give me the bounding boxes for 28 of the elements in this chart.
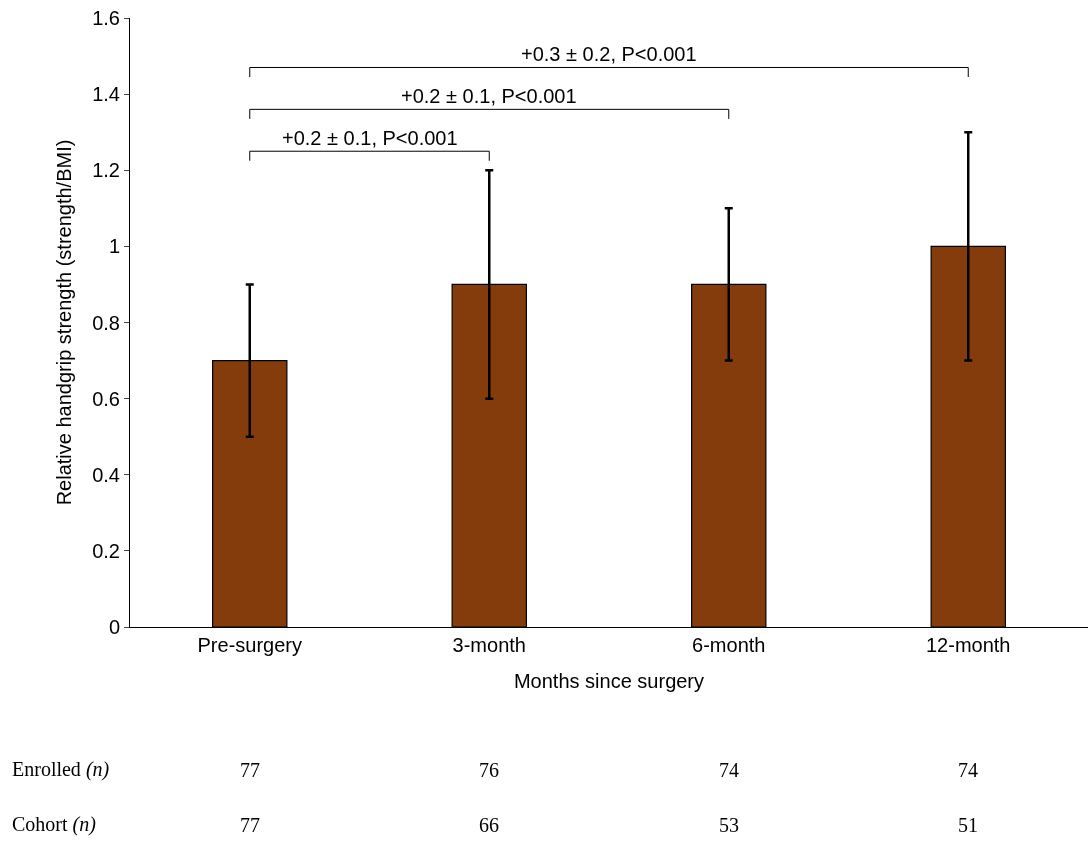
text: 74 <box>719 759 739 781</box>
text: 77 <box>240 814 260 836</box>
text: Cohort (n) <box>12 813 97 836</box>
annotation: +0.3 ± 0.2, P<0.001 <box>521 43 697 65</box>
text: 66 <box>479 814 499 836</box>
text: 51 <box>958 814 978 836</box>
y-tick-label: 1.6 <box>92 7 120 29</box>
y-axis-title: Relative handgrip strength (strength/BMI) <box>52 139 75 506</box>
annotation: +0.2 ± 0.1, P<0.001 <box>401 85 577 107</box>
y-tick-label: 1.2 <box>92 159 120 182</box>
text: Enrolled (n) <box>12 758 110 781</box>
x-tick-label: 12-month <box>926 634 1011 656</box>
y-tick-label: 0.6 <box>92 387 120 410</box>
y-tick-label: 1.4 <box>92 83 120 106</box>
text: 53 <box>719 814 739 836</box>
y-tick-label: 0.8 <box>92 311 120 334</box>
text: 74 <box>958 759 978 781</box>
y-tick-label: 0.2 <box>92 539 120 562</box>
text: 77 <box>240 759 260 781</box>
annotation: +0.2 ± 0.1, P<0.001 <box>282 127 458 149</box>
y-tick-label: 0 <box>108 616 120 638</box>
y-tick-label: 0.4 <box>92 463 120 486</box>
x-tick-label: 6-month <box>692 634 766 656</box>
x-tick-label: 3-month <box>452 634 526 656</box>
y-tick-label: 1 <box>108 235 120 258</box>
x-axis-title: Months since surgery <box>513 669 705 692</box>
x-tick-label: Pre-surgery <box>197 634 302 656</box>
text: 76 <box>479 759 499 781</box>
